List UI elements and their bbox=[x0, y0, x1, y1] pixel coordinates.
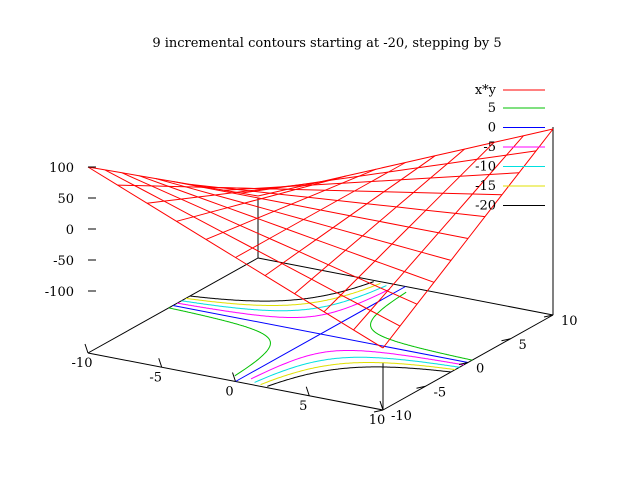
z-tick-label: -50 bbox=[53, 254, 74, 269]
contour-line bbox=[254, 356, 460, 383]
y-tick-label: 5 bbox=[519, 338, 527, 353]
legend-function-label: x*y bbox=[475, 83, 497, 98]
x-tick bbox=[232, 372, 236, 382]
surface-line-x bbox=[205, 168, 377, 240]
legend-label: -15 bbox=[475, 179, 496, 194]
y-tick-label: 10 bbox=[561, 314, 578, 329]
chart-title: 9 incremental contours starting at -20, … bbox=[152, 36, 501, 51]
contour-line bbox=[250, 350, 464, 380]
contour-line bbox=[260, 362, 456, 386]
contour-line bbox=[185, 282, 381, 306]
legend-label: -5 bbox=[483, 140, 496, 155]
x-tick bbox=[84, 343, 89, 354]
z-tick-label: 100 bbox=[49, 161, 74, 176]
surface-line-x bbox=[117, 184, 288, 190]
contour-line bbox=[370, 291, 473, 361]
x-tick-label: 10 bbox=[369, 413, 386, 428]
surface-line-x bbox=[353, 135, 524, 331]
contour-line bbox=[177, 288, 391, 318]
z-tick-label: 50 bbox=[57, 192, 74, 207]
surface-line-x bbox=[294, 148, 465, 295]
legend: x*y 5 0 -5 -10 -15 -20 bbox=[475, 83, 545, 214]
surface-line-x bbox=[323, 142, 495, 313]
y-tick bbox=[501, 338, 511, 342]
surface-line-x bbox=[235, 162, 406, 258]
x-tick bbox=[379, 400, 384, 411]
surface-line-x bbox=[176, 175, 347, 222]
y-tick bbox=[416, 385, 426, 389]
surface-line-x bbox=[264, 155, 436, 277]
x-tick-label: 0 bbox=[225, 385, 233, 400]
x-tick-label: -5 bbox=[149, 370, 162, 385]
legend-label: -10 bbox=[475, 160, 496, 175]
surface-line-x bbox=[87, 166, 259, 197]
contour-line bbox=[181, 285, 387, 312]
y-tick-label: -10 bbox=[391, 409, 412, 424]
contour-lines bbox=[168, 281, 473, 387]
contour-line bbox=[168, 307, 271, 377]
legend-label: -20 bbox=[475, 199, 496, 214]
x-tick-label: 5 bbox=[299, 399, 307, 414]
surface-mesh bbox=[87, 128, 554, 349]
y-tick-label: 0 bbox=[476, 362, 484, 377]
legend-label: 0 bbox=[488, 121, 496, 136]
z-tick-label: 0 bbox=[66, 223, 74, 238]
y-tick-label: -5 bbox=[434, 385, 447, 400]
z-tick-label: -100 bbox=[45, 285, 74, 300]
surface-line-x bbox=[146, 182, 318, 204]
legend-label: 5 bbox=[488, 101, 496, 116]
y-tick bbox=[373, 409, 384, 413]
x-tick-label: -10 bbox=[72, 356, 93, 371]
x-tick bbox=[158, 358, 163, 368]
contour-line bbox=[172, 305, 469, 363]
y-tick bbox=[543, 314, 554, 318]
contour-line bbox=[267, 366, 452, 387]
surface-line-x bbox=[382, 128, 554, 349]
contour-line bbox=[189, 281, 374, 302]
x-tick bbox=[305, 386, 310, 396]
y-tick bbox=[458, 362, 469, 365]
